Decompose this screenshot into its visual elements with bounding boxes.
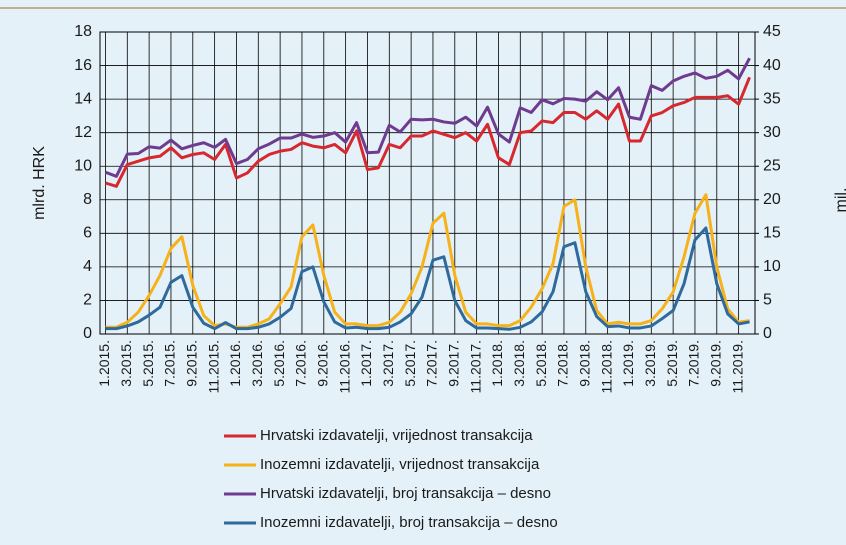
y2-tick-label: 5 xyxy=(763,292,772,309)
x-tick-label: 7.2015. xyxy=(162,340,178,387)
x-tick-label: 11.2017. xyxy=(467,340,483,393)
y2-tick-label: 25 xyxy=(763,157,781,174)
x-tick-label: 3.2015. xyxy=(118,340,134,387)
x-tick-label: 1.2016. xyxy=(227,340,243,387)
x-tick-label: 9.2016. xyxy=(314,340,330,387)
x-tick-label: 7.2018. xyxy=(555,340,571,387)
x-tick-label: 7.2019. xyxy=(686,340,702,387)
x-tick-label: 7.2016. xyxy=(293,340,309,387)
y2-tick-label: 0 xyxy=(763,325,772,342)
legend-label: Hrvatski izdavatelji, broj transakcija –… xyxy=(260,485,551,502)
series-line xyxy=(105,226,750,331)
x-tick-label: 3.2017. xyxy=(380,340,396,387)
x-tick-label: 5.2016. xyxy=(271,340,287,387)
y-tick-label: 4 xyxy=(83,258,92,275)
x-tick-label: 5.2015. xyxy=(140,340,156,387)
x-tick-label: 9.2015. xyxy=(183,340,199,387)
x-tick-label: 11.2018. xyxy=(598,340,614,393)
y2-tick-label: 10 xyxy=(763,258,781,275)
series-line xyxy=(105,76,751,188)
y-tick-label: 10 xyxy=(74,157,92,174)
x-tick-label: 1.2015. xyxy=(96,340,112,387)
x-tick-label: 3.2019. xyxy=(642,340,658,387)
x-tick-label: 1.2018. xyxy=(489,340,505,387)
y2-tick-label: 40 xyxy=(763,57,781,74)
series-line xyxy=(104,57,751,178)
legend-label: Hrvatski izdavatelji, vrijednost transak… xyxy=(260,427,533,444)
x-tick-label: 1.2017. xyxy=(358,340,374,387)
x-tick-label: 3.2018. xyxy=(511,340,527,387)
x-tick-label: 11.2016. xyxy=(336,340,352,393)
x-tick-label: 5.2019. xyxy=(664,340,680,387)
y2-axis-label: mil. xyxy=(833,188,846,213)
y2-tick-label: 15 xyxy=(763,225,781,242)
plot-area xyxy=(99,31,756,335)
x-tick-label: 9.2019. xyxy=(707,340,723,387)
y-tick-label: 8 xyxy=(83,191,92,208)
y2-tick-label: 20 xyxy=(763,191,781,208)
y-tick-label: 12 xyxy=(74,124,92,141)
x-tick-label: 5.2017. xyxy=(402,340,418,387)
y2-tick-label: 30 xyxy=(763,124,781,141)
y-tick-label: 0 xyxy=(83,325,92,342)
x-tick-label: 9.2017. xyxy=(445,340,461,387)
x-tick-label: 5.2018. xyxy=(533,340,549,387)
x-tick-label: 3.2016. xyxy=(249,340,265,387)
legend-label: Inozemni izdavatelji, broj transakcija –… xyxy=(260,514,558,531)
x-tick-label: 11.2015. xyxy=(205,340,221,393)
y-tick-label: 6 xyxy=(83,225,92,242)
y-axis-label: mlrd. HRK xyxy=(31,146,48,220)
x-tick-label: 7.2017. xyxy=(424,340,440,387)
legend-label: Inozemni izdavatelji, vrijednost transak… xyxy=(260,456,540,473)
x-tick-label: 11.2019. xyxy=(729,340,745,393)
x-tick-label: 9.2018. xyxy=(576,340,592,387)
y-tick-label: 18 xyxy=(74,23,92,40)
y-tick-label: 16 xyxy=(74,57,92,74)
y-tick-label: 14 xyxy=(74,90,92,107)
y2-tick-label: 45 xyxy=(763,23,781,40)
y2-tick-label: 35 xyxy=(763,90,781,107)
series-line xyxy=(105,193,750,329)
x-tick-label: 1.2019. xyxy=(620,340,636,387)
y-tick-label: 2 xyxy=(83,292,92,309)
